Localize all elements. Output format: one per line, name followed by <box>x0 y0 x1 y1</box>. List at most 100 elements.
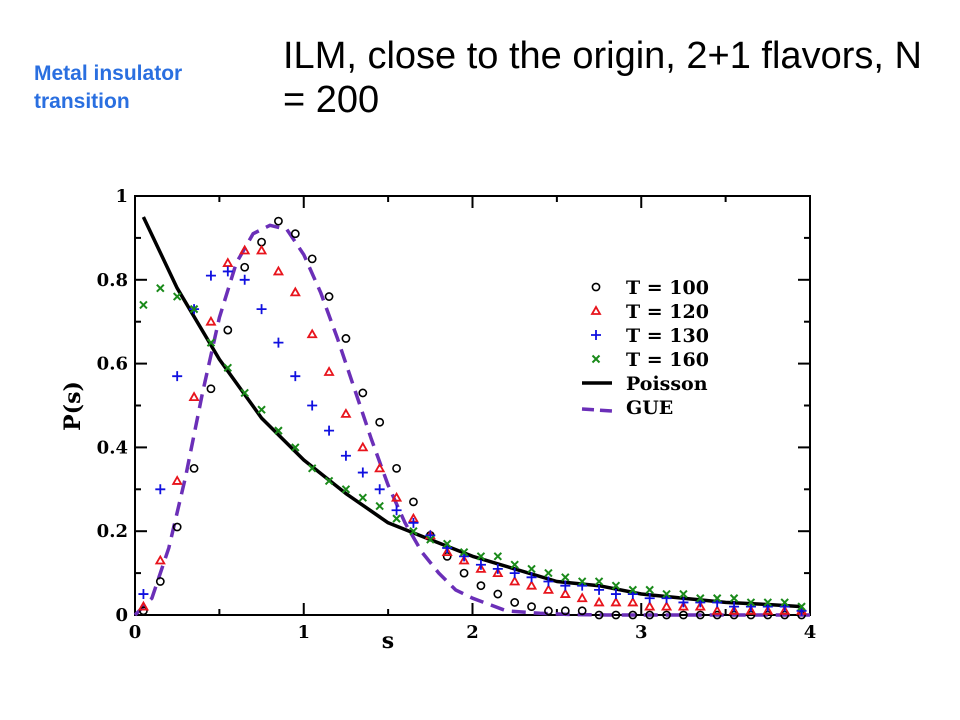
data-point <box>357 467 368 478</box>
data-point <box>544 568 553 578</box>
data-point <box>645 585 654 595</box>
data-point <box>274 216 283 226</box>
data-point <box>746 598 756 607</box>
data-point <box>156 283 165 293</box>
data-point <box>239 244 251 255</box>
legend-label: Poisson <box>626 373 708 395</box>
data-point <box>375 501 384 511</box>
data-point <box>324 425 335 436</box>
data-point <box>476 552 486 561</box>
data-point <box>257 237 266 247</box>
data-point <box>391 491 403 502</box>
data-point <box>240 262 250 272</box>
y-tick-label: 0 <box>115 605 128 626</box>
data-point <box>661 600 673 611</box>
data-point <box>172 522 182 532</box>
data-point <box>340 408 352 418</box>
data-point <box>155 484 166 495</box>
data-point <box>560 580 571 591</box>
data-point <box>240 388 249 398</box>
series-points-t-130 <box>138 266 807 616</box>
x-tick-label: 2 <box>466 622 479 643</box>
data-point <box>493 589 503 599</box>
data-point <box>289 286 301 297</box>
slide-title: ILM, close to the origin, 2+1 flavors, N… <box>283 35 922 121</box>
data-point <box>728 604 740 615</box>
data-point <box>594 610 604 620</box>
data-point <box>189 463 199 473</box>
data-point <box>577 606 587 616</box>
side-label: Metal insulator transition <box>34 62 183 113</box>
data-point <box>458 554 470 565</box>
data-point <box>358 493 368 502</box>
data-point <box>711 604 723 615</box>
y-tick-label: 0.4 <box>97 437 128 458</box>
data-point <box>256 304 267 315</box>
data-point <box>493 552 503 561</box>
data-point <box>542 584 554 594</box>
data-point <box>527 602 536 612</box>
data-point <box>138 589 149 600</box>
data-point <box>324 292 334 301</box>
data-point <box>712 610 722 620</box>
data-point <box>694 600 706 611</box>
data-point <box>510 560 519 569</box>
data-point <box>561 573 570 582</box>
legend-swatch-marker <box>591 330 601 340</box>
x-tick-label: 3 <box>635 622 648 643</box>
x-tick-label: 0 <box>129 622 142 643</box>
data-point <box>358 388 368 398</box>
legend-label: T = 130 <box>626 325 709 347</box>
data-point <box>526 579 538 590</box>
data-point <box>662 610 671 620</box>
data-point <box>509 568 520 579</box>
data-point <box>662 589 671 599</box>
data-point <box>510 598 520 607</box>
data-point <box>762 604 774 615</box>
data-point <box>459 547 469 557</box>
y-axis-title: P(s) <box>60 381 86 431</box>
data-point <box>476 581 486 591</box>
data-point <box>392 514 401 523</box>
data-point <box>307 254 317 264</box>
data-point <box>594 577 604 586</box>
data-point <box>610 589 621 600</box>
data-point <box>712 594 722 603</box>
x-tick-label: 1 <box>297 622 310 643</box>
legend-swatch-marker <box>591 354 601 364</box>
data-point <box>627 596 639 607</box>
data-point <box>695 610 705 620</box>
data-point <box>206 384 216 394</box>
chart-marks <box>133 216 810 620</box>
data-point <box>576 592 588 603</box>
data-point <box>475 563 487 573</box>
data-point <box>171 475 183 485</box>
data-point <box>644 600 656 611</box>
data-point <box>273 337 284 348</box>
data-point <box>543 576 554 587</box>
legend-label: T = 100 <box>626 277 709 299</box>
data-point <box>780 598 789 607</box>
data-point <box>409 526 418 536</box>
data-point <box>374 462 386 473</box>
data-point <box>594 584 605 595</box>
data-point <box>729 601 740 612</box>
data-point <box>205 270 216 281</box>
data-point <box>205 315 217 326</box>
data-point <box>492 567 504 577</box>
series-curve-gue <box>133 223 810 617</box>
data-point <box>307 464 317 473</box>
data-point <box>222 257 234 267</box>
data-point <box>206 338 216 347</box>
series-curve-poisson <box>141 216 802 609</box>
data-point <box>374 484 385 495</box>
data-point <box>306 328 318 339</box>
data-point <box>223 363 233 372</box>
data-point <box>442 539 452 548</box>
y-tick-label: 0.2 <box>97 521 128 542</box>
data-point <box>797 602 806 611</box>
data-point <box>559 588 571 598</box>
data-point <box>341 485 351 494</box>
data-point <box>611 581 621 590</box>
data-point <box>527 564 536 574</box>
